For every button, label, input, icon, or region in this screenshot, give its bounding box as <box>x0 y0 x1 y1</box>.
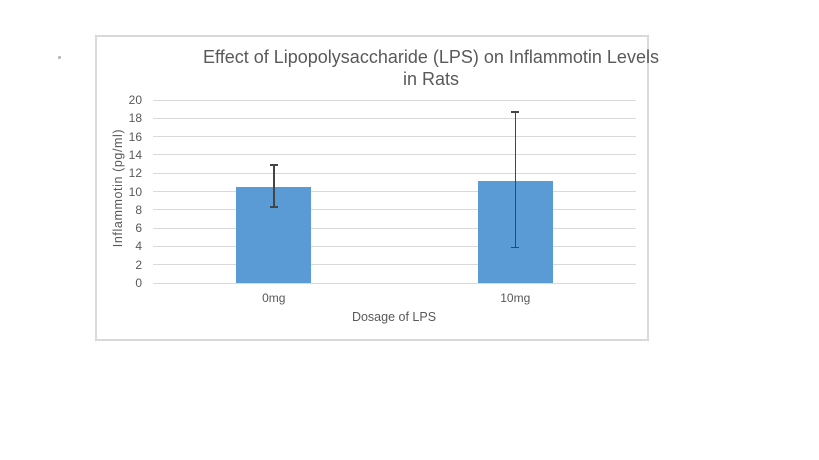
y-tick-label-12: 12 <box>128 166 142 181</box>
error-bar-cap-top <box>511 111 520 113</box>
gridline-y16 <box>153 136 636 138</box>
gridline-y2 <box>153 264 636 266</box>
y-tick-label-4: 4 <box>135 239 142 254</box>
chart-frame <box>95 35 649 341</box>
error-bar-cap-top <box>269 164 278 166</box>
chart-title-line-1: Effect of Lipopolysaccharide (LPS) on In… <box>203 47 659 67</box>
y-tick-label-2: 2 <box>135 257 142 272</box>
gridline-y18 <box>153 117 636 119</box>
error-bar-cap-bottom <box>269 206 278 208</box>
y-tick-label-0: 0 <box>135 276 142 290</box>
error-bar-line <box>273 164 275 208</box>
gridline-y10 <box>153 191 636 192</box>
x-tick-label-0mg: 0mg <box>262 291 286 305</box>
y-tick-label-6: 6 <box>135 221 142 236</box>
y-tick-label-18: 18 <box>128 111 142 126</box>
y-tick-label-16: 16 <box>128 129 142 144</box>
chart-title: Effect of Lipopolysaccharide (LPS) on In… <box>181 46 681 90</box>
chart-title-line-2: in Rats <box>402 69 460 89</box>
stray-mark <box>58 56 61 59</box>
gridline-y20 <box>153 99 636 101</box>
y-tick-label-8: 8 <box>135 202 142 217</box>
x-tick-label-10mg: 10mg <box>500 291 531 305</box>
error-bar-line <box>514 111 516 248</box>
y-tick-label-20: 20 <box>128 93 142 107</box>
gridline-y4 <box>153 245 636 247</box>
gridline-y8 <box>153 209 636 211</box>
y-tick-label-10: 10 <box>128 184 142 199</box>
error-bar-cap-bottom <box>511 246 520 249</box>
x-axis-title: Dosage of LPS <box>351 310 437 324</box>
gridline-y6 <box>153 227 636 229</box>
gridline-y12 <box>153 172 636 174</box>
y-tick-label-14: 14 <box>128 147 142 162</box>
gridline-y14 <box>153 154 636 156</box>
x-axis-line <box>153 282 636 284</box>
